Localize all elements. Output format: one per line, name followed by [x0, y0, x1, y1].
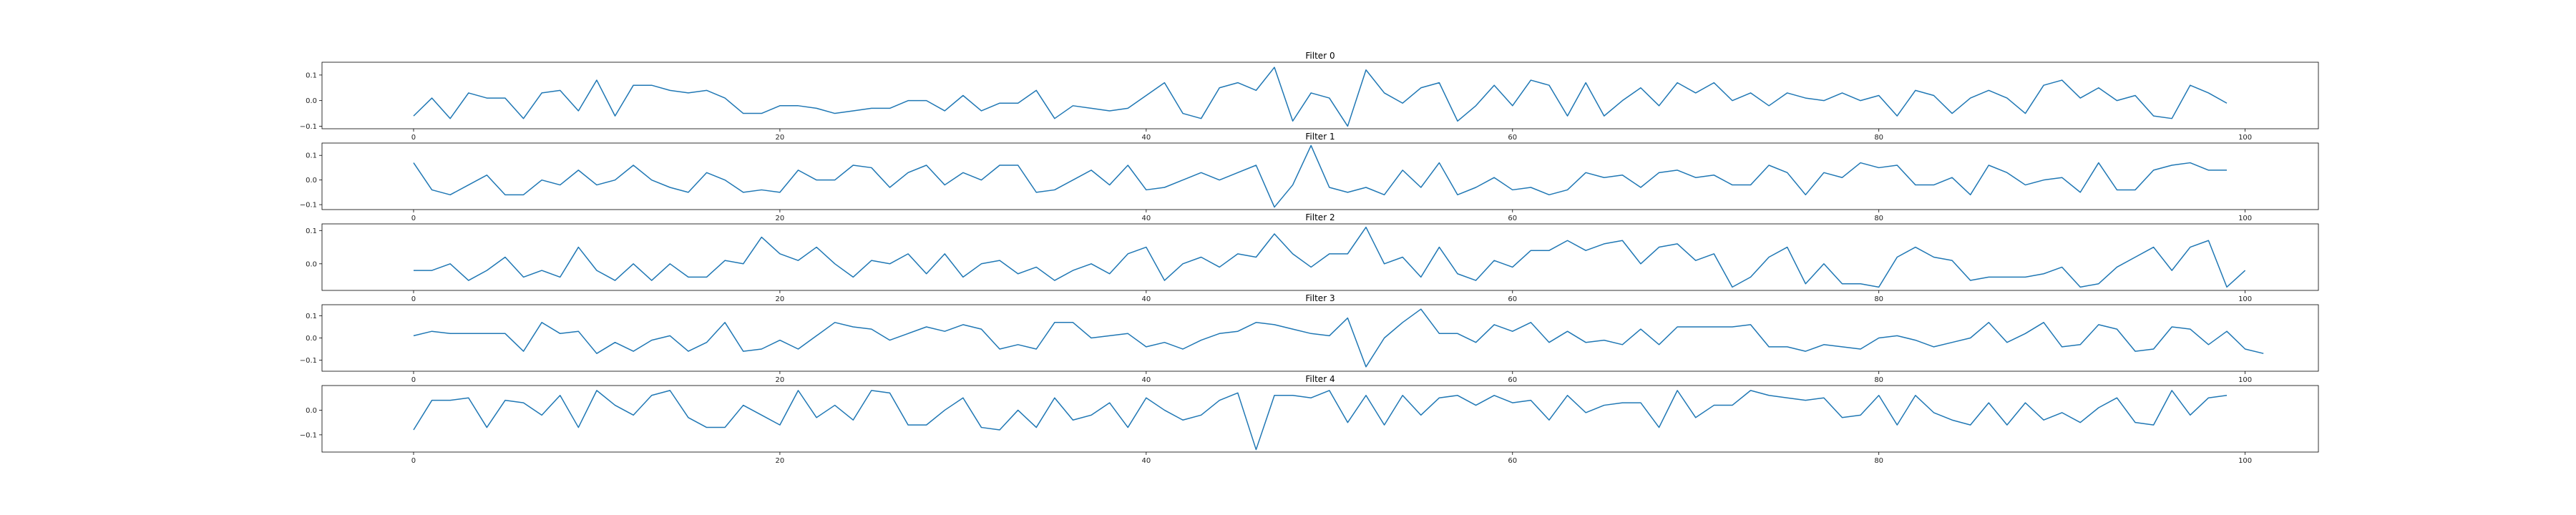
subplot-3: Filter 3 0 20 40 60 80 100 0.1 0.0 −0.1: [300, 293, 2319, 384]
x-tick-label: 80: [1874, 376, 1883, 384]
x-tick-label: 40: [1141, 457, 1151, 465]
subplot-0: Filter 0 0 20 40 60 80 100 0.1 0.0 −0.1: [300, 51, 2319, 142]
series-line: [413, 390, 2228, 451]
subplot-2: Filter 2 0 20 40 60 80 100 0.1 0.0: [306, 212, 2319, 303]
x-tick-label: 20: [776, 376, 785, 384]
axes-frame: [321, 62, 2319, 129]
y-tick-label: −0.1: [300, 202, 317, 210]
subplot-1: Filter 1 0 20 40 60 80 100 0.1 0.0 −0.1: [300, 132, 2319, 222]
x-tick-label: 80: [1874, 457, 1883, 465]
x-tick-label: 40: [1141, 376, 1151, 384]
x-tick-label: 60: [1508, 295, 1517, 303]
series-line: [413, 67, 2228, 127]
subplot-title: Filter 1: [1305, 132, 1335, 142]
x-tick-label: 40: [1141, 295, 1151, 303]
subplot-title: Filter 3: [1305, 293, 1335, 303]
y-tick-label: 0.1: [306, 152, 317, 160]
y-tick-label: 0.1: [306, 72, 317, 79]
x-tick-label: 0: [411, 215, 416, 222]
y-tick-label: 0.0: [306, 177, 317, 185]
series-line: [413, 144, 2228, 208]
y-tick-label: 0.0: [306, 407, 317, 415]
y-tick-label: −0.1: [300, 431, 317, 439]
subplot-title: Filter 2: [1305, 212, 1335, 222]
x-tick-label: 20: [776, 215, 785, 222]
series-line: [413, 308, 2264, 368]
y-tick-label: −0.1: [300, 357, 317, 365]
subplot-title: Filter 0: [1305, 51, 1335, 61]
x-tick-label: 100: [2238, 295, 2252, 303]
x-tick-label: 100: [2238, 215, 2252, 222]
axes-frame: [321, 304, 2319, 372]
axes-frame: [321, 385, 2319, 453]
series-line: [413, 226, 2246, 288]
x-tick-label: 80: [1874, 295, 1883, 303]
x-tick-label: 80: [1874, 215, 1883, 222]
axes-frame: [321, 223, 2319, 291]
y-tick-label: 0.1: [306, 227, 317, 235]
subplot-4: Filter 4 0 20 40 60 80 100 0.0 −0.1: [300, 374, 2319, 465]
x-tick-label: 100: [2238, 134, 2252, 142]
y-tick-label: 0.1: [306, 313, 317, 320]
x-tick-label: 60: [1508, 215, 1517, 222]
axes-frame: [321, 142, 2319, 210]
x-tick-label: 0: [411, 376, 416, 384]
x-tick-label: 0: [411, 134, 416, 142]
x-tick-label: 60: [1508, 457, 1517, 465]
x-tick-label: 40: [1141, 215, 1151, 222]
x-tick-label: 100: [2238, 457, 2252, 465]
subplot-title: Filter 4: [1305, 374, 1335, 384]
y-tick-label: 0.0: [306, 335, 317, 343]
y-tick-label: 0.0: [306, 97, 317, 105]
x-tick-label: 0: [411, 295, 416, 303]
x-tick-label: 20: [776, 295, 785, 303]
y-tick-label: −0.1: [300, 123, 317, 131]
x-tick-label: 60: [1508, 134, 1517, 142]
x-tick-label: 20: [776, 134, 785, 142]
x-tick-label: 100: [2238, 376, 2252, 384]
x-tick-label: 40: [1141, 134, 1151, 142]
y-tick-label: 0.0: [306, 260, 317, 268]
x-tick-label: 60: [1508, 376, 1517, 384]
x-tick-label: 0: [411, 457, 416, 465]
x-tick-label: 80: [1874, 134, 1883, 142]
x-tick-label: 20: [776, 457, 785, 465]
